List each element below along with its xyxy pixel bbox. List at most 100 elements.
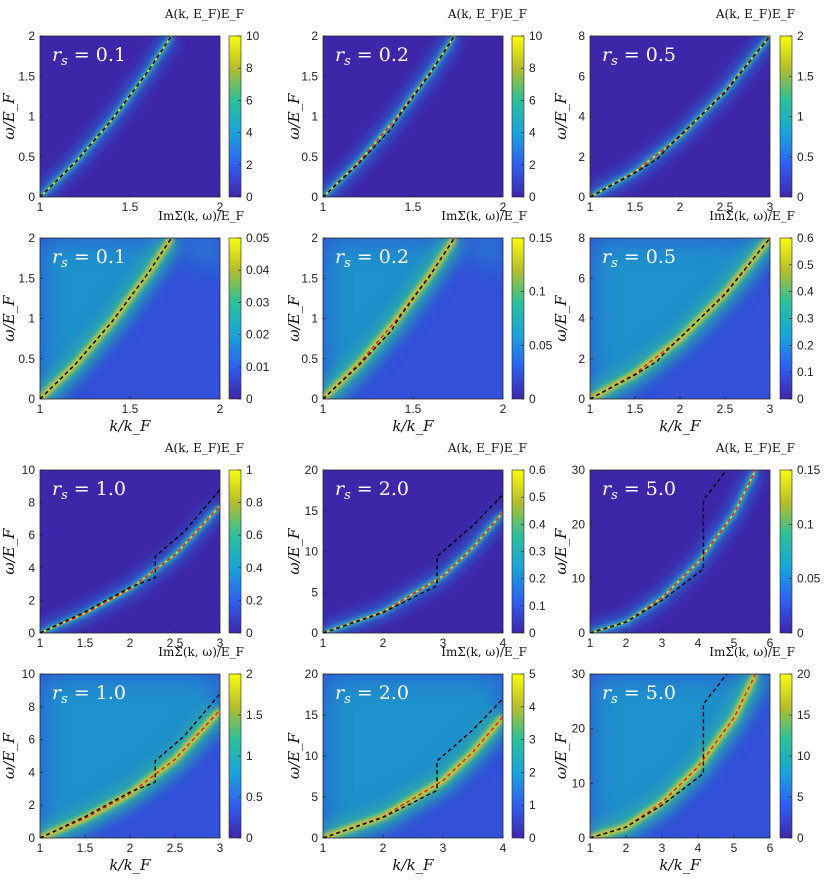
colorbar-tick-label: 0 [246,190,253,204]
plot-area [323,36,503,197]
black-dashed-curve [323,494,503,633]
colorbar-tick-label: 10 [246,29,260,43]
plot-area [40,674,220,838]
rs-value: = 0.5 [618,44,676,66]
x-tick-label: 4 [695,841,702,855]
colorbar-tick-label: 0.1 [529,285,546,299]
x-tick-label: 6 [767,636,774,650]
x-tick-label: 2 [127,636,134,650]
colorbar-tick-label: 15 [797,708,811,722]
rs-subscript: s [344,488,351,503]
y-tick-label: 30 [572,667,586,681]
rs-symbol: r [335,682,346,704]
rs-value: = 5.0 [618,682,676,704]
rs-label: rs = 0.5 [602,44,676,69]
rs-subscript: s [344,692,351,707]
colorbar-tick-label: 0.01 [246,360,270,374]
plot-area [323,674,503,838]
rs-label: rs = 2.0 [335,478,409,503]
x-tick-label: 1.5 [627,200,644,214]
rs-value: = 0.5 [618,246,676,268]
y-tick-label: 8 [578,29,585,43]
x-tick-label: 1 [37,841,44,855]
colorbar-tick-label: 0.4 [246,561,263,575]
x-tick-label: 1.5 [77,841,94,855]
x-tick-label: 5 [731,841,738,855]
colorbar-title: ImΣ(k, ω)/E_F [158,645,244,659]
colorbar-tick-label: 0 [529,190,536,204]
rs-subscript: s [61,256,68,271]
colorbar [228,237,242,400]
panel-A-rs5.0: 1 2 3 4 5 6 0 10 20 30 ω/E_F rs = 5.0 0 0.05 0.1 0.15A(… [552,441,821,650]
broad-region [323,674,503,838]
x-axis-label: k/k_F [659,417,701,435]
colorbar-tick-label: 0.1 [797,517,814,531]
colorbar-tick-label: 1 [529,798,536,812]
red-dashed-curve [323,36,455,197]
heatmap-background [40,470,220,633]
colorbar-tick-label: 0.4 [529,517,546,531]
y-tick-label: 0 [311,392,318,406]
y-tick-label: 0.5 [301,352,318,366]
colorbar-tick-label: 0.8 [246,496,263,510]
x-tick-label: 1.5 [122,200,139,214]
rs-symbol: r [335,44,346,66]
x-tick-label: 1 [37,200,44,214]
rs-symbol: r [602,478,613,500]
y-tick-label: 0.5 [301,150,318,164]
colorbar-tick-label: 3 [529,733,536,747]
broad-region [323,238,503,399]
colorbar-tick-label: 0 [246,392,253,406]
colorbar-tick-label: 0.3 [529,545,546,559]
x-tick-label: 2 [623,841,630,855]
y-tick-label: 0 [28,626,35,640]
colorbar-tick-label: 2 [529,158,536,172]
red-dashed-curve [40,505,220,633]
x-tick-label: 1.5 [627,402,644,416]
colorbar-tick-label: 0.05 [246,231,270,245]
y-tick-label: 4 [578,110,585,124]
colorbar-title: A(k, E_F)E_F [447,7,527,21]
x-tick-label: 2 [127,841,134,855]
y-tick-label: 8 [28,496,35,510]
colorbar-tick-label: 0.04 [246,263,270,277]
x-tick-label: 2 [380,841,387,855]
x-tick-label: 3 [217,841,224,855]
x-tick-label: 2 [217,402,224,416]
x-tick-label: 5 [731,636,738,650]
black-dashed-curve [40,36,172,197]
colorbar [228,469,242,634]
y-tick-label: 2 [28,29,35,43]
y-axis-label: ω/E_F [552,528,570,575]
rs-label: rs = 0.2 [335,246,409,271]
colorbar-tick-label: 2 [529,765,536,779]
colorbar-tick-label: 2 [246,158,253,172]
x-tick-label: 2 [500,200,507,214]
colorbar-tick-label: 4 [246,126,253,140]
y-tick-label: 6 [28,528,35,542]
rs-value: = 1.0 [68,478,126,500]
x-tick-label: 2 [677,200,684,214]
y-tick-label: 0 [28,190,35,204]
x-tick-label: 1 [320,636,327,650]
y-tick-label: 0 [28,392,35,406]
black-dashed-curve [40,489,220,633]
colorbar-title: ImΣ(k, ω)/E_F [158,209,244,223]
colorbar [228,35,242,198]
colorbar-tick-label: 0 [797,831,804,845]
colorbar-tick-label: 6 [246,93,253,107]
x-tick-label: 3 [767,402,774,416]
colorbar-tick-label: 0.5 [797,150,814,164]
y-tick-label: 0.5 [18,150,35,164]
plot-frame [589,673,771,839]
y-tick-label: 5 [311,790,318,804]
colorbar-title: A(k, E_F)E_F [715,7,795,21]
rs-value: = 2.0 [351,682,409,704]
y-tick-label: 1.5 [301,271,318,285]
x-axis-label: k/k_F [109,417,151,435]
colorbar-tick-label: 0.2 [246,593,263,607]
y-tick-label: 1 [311,110,318,124]
colorbar [511,237,525,400]
